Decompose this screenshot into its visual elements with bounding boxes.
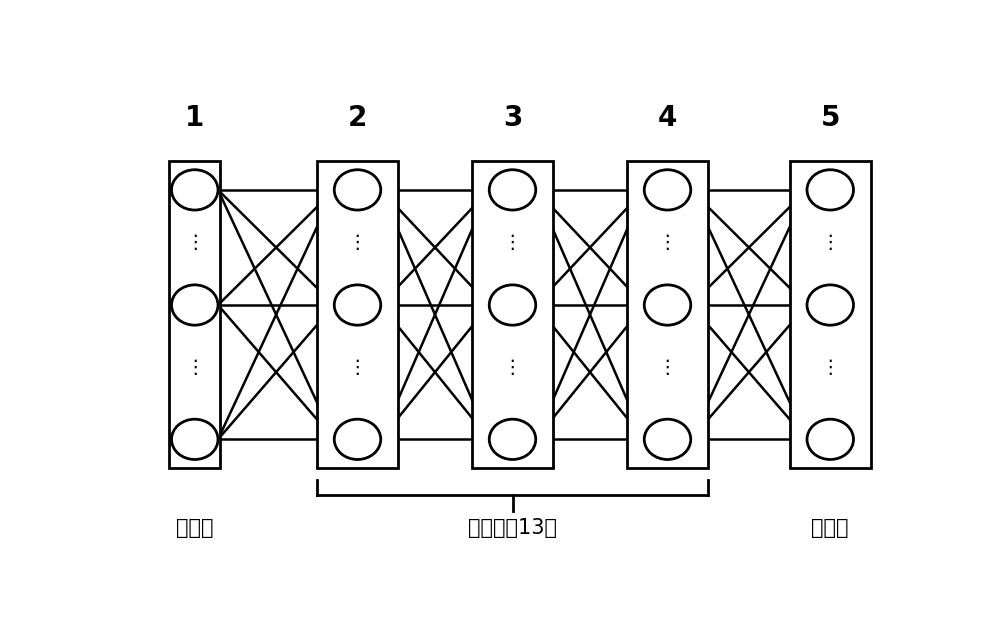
Text: 输出层: 输出层 [812,518,849,538]
Ellipse shape [172,285,218,325]
Text: 5: 5 [820,104,840,132]
Bar [472,161,553,468]
Text: ⋮: ⋮ [185,233,205,252]
Ellipse shape [644,169,691,210]
Ellipse shape [807,285,854,325]
Text: ⋮: ⋮ [658,233,677,252]
Text: ⋮: ⋮ [348,358,367,377]
Ellipse shape [172,169,218,210]
Text: 隐含层內13层: 隐含层內13层 [468,518,557,538]
Text: ⋮: ⋮ [503,358,522,377]
Bar [627,161,708,468]
Ellipse shape [807,419,854,460]
Ellipse shape [644,419,691,460]
Ellipse shape [489,285,536,325]
Text: 3: 3 [503,104,522,132]
Text: ⋮: ⋮ [658,358,677,377]
Text: 输入层: 输入层 [176,518,214,538]
Ellipse shape [334,169,381,210]
Text: 2: 2 [348,104,367,132]
Ellipse shape [807,169,854,210]
Text: ⋮: ⋮ [185,358,205,377]
Bar [169,161,220,468]
Ellipse shape [334,419,381,460]
Ellipse shape [172,419,218,460]
Ellipse shape [334,285,381,325]
Text: ⋮: ⋮ [820,358,840,377]
Bar [317,161,398,468]
Ellipse shape [644,285,691,325]
Text: ⋮: ⋮ [348,233,367,252]
Ellipse shape [489,419,536,460]
Text: ⋮: ⋮ [503,233,522,252]
Bar [790,161,871,468]
Text: ⋮: ⋮ [820,233,840,252]
Ellipse shape [489,169,536,210]
Text: 4: 4 [658,104,677,132]
Text: 1: 1 [185,104,204,132]
